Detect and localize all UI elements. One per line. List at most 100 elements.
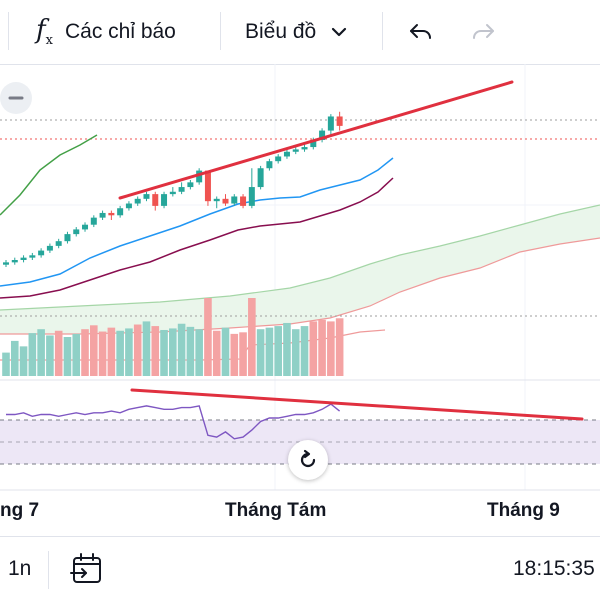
candle-body: [248, 187, 255, 206]
undo-icon: [410, 24, 431, 39]
volume-bar: [54, 330, 63, 376]
volume-bar: [46, 335, 54, 376]
candle-body: [213, 198, 220, 202]
cloud-upper-line: [0, 204, 600, 311]
volume-bar: [169, 328, 177, 376]
volume-bar: [125, 328, 133, 376]
volume-bar: [274, 326, 282, 376]
volume-bar: [160, 329, 168, 376]
candle-body: [327, 116, 334, 131]
top-toolbar: fx Các chỉ báo Biểu đồ: [0, 0, 600, 65]
x-axis-label: Tháng Tám: [225, 500, 327, 521]
minus-icon: [8, 96, 24, 100]
function-icon: fx: [36, 15, 53, 49]
candle-body: [143, 194, 150, 199]
candle-body: [240, 196, 247, 206]
redo-button[interactable]: [470, 0, 498, 64]
candle-body: [301, 147, 308, 150]
calendar-arrow-icon: [70, 553, 101, 583]
volume-bar: [239, 332, 247, 376]
volume-bar: [19, 346, 28, 376]
volume-bar: [72, 333, 81, 376]
chart-type-dropdown[interactable]: Biểu đồ: [245, 0, 348, 64]
candle-body: [11, 260, 18, 263]
candle-body: [20, 257, 27, 260]
rsi-trendline[interactable]: [130, 388, 584, 421]
volume-bar: [335, 318, 344, 376]
volume-bar: [81, 329, 89, 376]
volume-bar: [177, 323, 186, 376]
volume-bar: [309, 321, 318, 376]
redo-icon: [473, 24, 494, 39]
x-axis-label: Tháng 9: [487, 500, 560, 521]
volume-bar: [186, 326, 195, 376]
candle-body: [283, 151, 290, 157]
candle-body: [275, 156, 282, 162]
volume-bar: [28, 333, 37, 376]
go-to-date-button[interactable]: [70, 551, 106, 587]
refresh-icon: [300, 449, 316, 468]
candle-body: [204, 170, 211, 202]
grid: [0, 64, 600, 491]
volume-bar: [204, 298, 212, 376]
candle-body: [196, 170, 203, 183]
volume-bar: [318, 319, 326, 376]
volume-bar: [256, 329, 265, 376]
chevron-down-icon: [332, 27, 347, 37]
volume-bar: [90, 325, 98, 376]
volume-bar: [248, 298, 256, 376]
volume-bar: [265, 327, 274, 376]
toolbar-divider: [48, 551, 49, 589]
price-trendline[interactable]: [118, 80, 514, 200]
volume-bar: [212, 330, 221, 376]
indicators-button[interactable]: fx Các chỉ báo: [36, 0, 176, 64]
candle-body: [55, 241, 62, 246]
candle-body: [73, 229, 80, 235]
volume-bar: [63, 337, 72, 376]
candle-body: [3, 262, 9, 265]
volume-bar: [2, 352, 10, 376]
candle-body: [187, 182, 194, 188]
candle-body: [38, 250, 45, 256]
chart-type-label: Biểu đồ: [245, 20, 317, 43]
volume-bar: [283, 322, 291, 376]
candle-body: [257, 168, 264, 188]
clock-display: 18:15:35: [513, 557, 595, 580]
collapse-button[interactable]: [0, 82, 32, 114]
candle-body: [292, 149, 299, 152]
candle-body: [125, 203, 132, 209]
volume-bar: [195, 329, 203, 376]
candle-body: [231, 196, 238, 204]
volume-bar: [300, 326, 309, 376]
volume-bar: [107, 327, 116, 376]
candle-body: [152, 194, 159, 206]
bb-lower-line: [0, 177, 394, 299]
candlesticks: [3, 111, 343, 268]
candle-body: [99, 212, 106, 218]
volume-bar: [142, 321, 151, 376]
volume-bar: [116, 330, 124, 376]
candle-body: [108, 212, 115, 216]
candle-body: [169, 191, 176, 195]
chart-area[interactable]: ng 7 Tháng Tám Tháng 9: [0, 64, 600, 536]
cloud-lower-line: [0, 237, 600, 335]
interval-button[interactable]: 1n: [8, 557, 32, 580]
candle-body: [90, 217, 97, 225]
price-chart[interactable]: [0, 64, 600, 536]
toolbar-divider: [382, 12, 383, 50]
candle-body: [161, 194, 168, 206]
volume-bar: [37, 329, 45, 376]
volume-bar: [230, 333, 239, 376]
bb-middle-line: [0, 157, 394, 287]
volume-bar: [10, 340, 19, 376]
volume-bar: [221, 327, 230, 376]
toolbar-divider: [220, 12, 221, 50]
candle-body: [222, 198, 229, 204]
undo-button[interactable]: [406, 0, 434, 64]
reset-chart-button[interactable]: [288, 440, 328, 480]
candle-body: [310, 140, 317, 148]
volume-bar: [98, 331, 107, 376]
x-axis-label: ng 7: [0, 500, 40, 521]
candle-body: [117, 208, 124, 216]
indicators-label: Các chỉ báo: [64, 20, 176, 43]
